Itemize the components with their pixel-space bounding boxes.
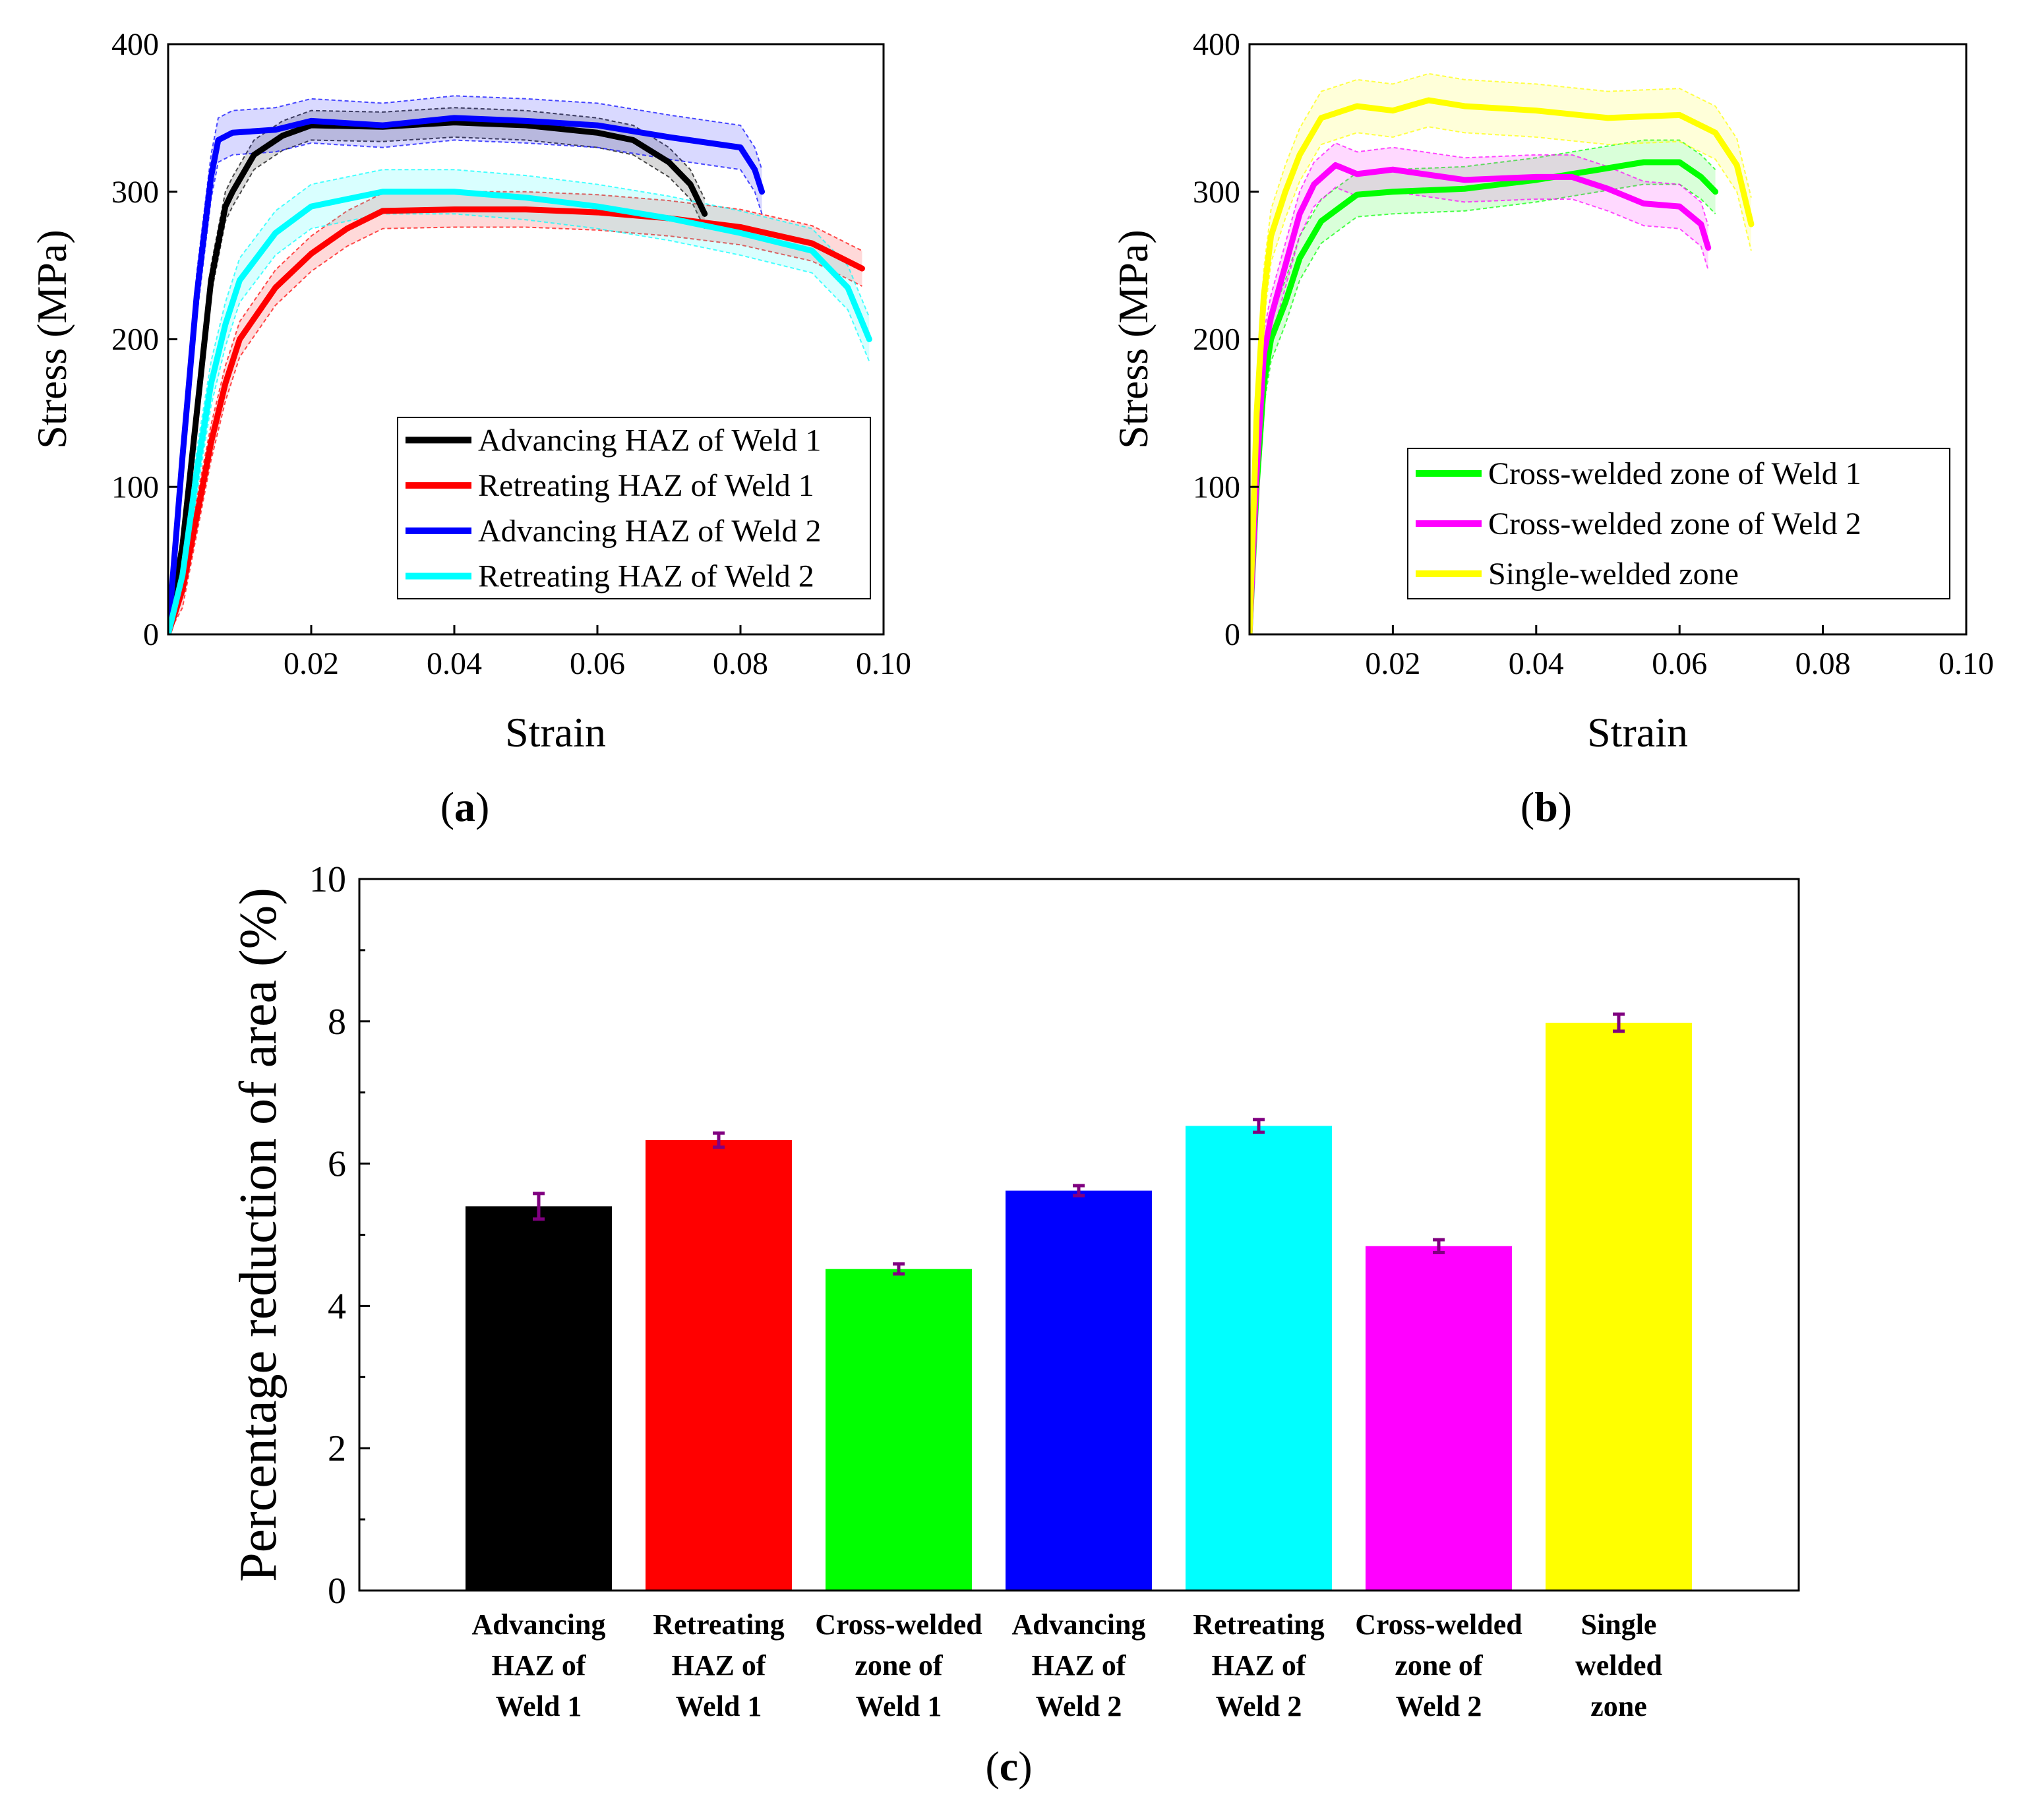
b-legend-label-0: Cross-welded zone of Weld 1 [1488,456,1861,491]
b-ytick-label-3: 300 [1193,175,1240,210]
a-xtick-label-1: 0.04 [427,646,482,681]
category-label-5-line-1: zone of [1395,1649,1484,1682]
a-legend-label-2: Advancing HAZ of Weld 2 [478,514,821,549]
b-xtick-label-4: 0.10 [1939,646,1994,681]
b-xtick-label-3: 0.08 [1795,646,1851,681]
category-label-6-line-2: zone [1590,1690,1647,1722]
c-ytick-label-4: 8 [328,1002,346,1043]
category-label-1-line-2: Weld 1 [676,1690,762,1722]
a-series-3-upper-bound [168,169,870,613]
b-ytick-label-1: 100 [1193,470,1240,504]
bar-1 [646,1139,792,1591]
category-label-5-line-0: Cross-welded [1355,1608,1522,1641]
b-series-2-lower-bound [1249,126,1752,634]
a-series-2-line [168,115,766,634]
b-series-1-band [1249,142,1708,634]
panel-a-label: (a) [440,783,490,830]
a-xtick-label-0: 0.02 [284,646,339,681]
a-legend-label-3: Retreating HAZ of Weld 2 [478,559,814,594]
a-legend-label-0: Advancing HAZ of Weld 1 [478,423,821,458]
category-label-4-line-2: Weld 2 [1216,1690,1302,1722]
category-label-0-line-2: Weld 1 [496,1690,582,1722]
a-ytick-label-0: 0 [143,617,159,652]
a-x-axis-title: Strain [505,709,606,756]
c-ytick-label-5: 10 [309,859,346,900]
b-legend-box [1407,448,1950,599]
a-ytick-label-4: 400 [111,27,159,62]
b-series-1-upper-bound [1249,142,1709,613]
a-series-3-line [168,189,872,634]
panel-b-label: (b) [1520,783,1572,830]
b-ytick-label-0: 0 [1224,617,1240,652]
c-ytick-label-0: 0 [328,1571,346,1612]
c-ytick-label-3: 6 [328,1144,346,1185]
a-legend: Advancing HAZ of Weld 1 Retreating HAZ of… [397,417,871,599]
category-label-2-line-2: Weld 1 [856,1690,942,1722]
b-series-1-lower-bound [1249,186,1709,634]
a-ytick-label-2: 200 [111,322,159,357]
b-legend: Cross-welded zone of Weld 1 Cross-welded … [1407,448,1950,599]
a-series-2-upper-bound [168,95,763,613]
b-xtick-label-0: 0.02 [1365,646,1420,681]
panel-a: 0 100 200 300 400 0.02 0.04 0.06 0.08 0.10 Strain S… [28,27,911,756]
category-label-5-line-2: Weld 2 [1396,1690,1482,1722]
a-ytick-label-3: 300 [111,175,159,210]
a-xtick-label-3: 0.08 [713,646,768,681]
b-legend-label-1: Cross-welded zone of Weld 2 [1488,506,1861,541]
panel-c: Advancing HAZ of Weld 1 Retreating HAZ of Wel… [229,859,1800,1722]
category-label-4-line-1: HAZ of [1212,1649,1307,1682]
category-label-0-line-0: Advancing [472,1608,606,1641]
a-ytick-label-1: 100 [111,470,159,504]
a-series-1-upper-bound [168,191,862,617]
panel-b: 0 100 200 300 400 0.02 0.04 0.06 0.08 0.10 Strain S… [1110,27,1994,756]
category-label-2-line-1: zone of [855,1649,944,1682]
category-label-3-line-0: Advancing [1012,1608,1146,1641]
a-series-0-line [168,119,708,634]
category-label-0-line-1: HAZ of [492,1649,587,1682]
a-xtick-label-4: 0.10 [856,646,911,681]
category-label-2-line-0: Cross-welded [815,1608,982,1641]
b-legend-label-2: Single-welded zone [1488,557,1739,592]
category-label-6-line-1: welded [1575,1649,1662,1682]
bar-3 [1006,1190,1152,1591]
category-label-3-line-2: Weld 2 [1036,1690,1122,1722]
c-ytick-label-1: 2 [328,1428,346,1469]
b-series-0-lower-bound [1249,183,1716,634]
category-label-6-line-0: Single [1581,1608,1657,1641]
a-series-0-band [168,107,705,634]
b-series-2-line [1249,97,1755,634]
b-xtick-label-1: 0.04 [1509,646,1564,681]
b-plot-area [1249,73,1755,634]
b-y-axis-title: Stress (MPa) [1110,229,1157,448]
bar-4 [1186,1126,1332,1591]
a-series-2-band [168,96,762,634]
a-plot-area [168,95,872,634]
b-ytick-label-4: 400 [1193,27,1240,62]
c-ytick-label-2: 4 [328,1286,346,1327]
b-series-2-upper-bound [1249,73,1752,608]
bar-0 [466,1206,612,1591]
category-label-1-line-1: HAZ of [672,1649,767,1682]
a-xtick-label-2: 0.06 [570,646,625,681]
bar-2 [826,1269,972,1591]
a-legend-box [397,417,871,599]
c-y-axis-title: Percentage reduction of area (%) [229,888,287,1582]
bar-6 [1546,1022,1692,1591]
panel-c-label: (c) [985,1743,1032,1790]
category-label-3-line-1: HAZ of [1032,1649,1127,1682]
a-series-1-lower-bound [168,226,862,634]
category-label-1-line-0: Retreating [653,1608,785,1641]
b-series-0-line [1249,159,1719,634]
b-xtick-label-2: 0.06 [1652,646,1707,681]
category-label-4-line-0: Retreating [1193,1608,1325,1641]
bar-5 [1366,1246,1512,1591]
b-ytick-label-2: 200 [1193,322,1240,357]
a-legend-label-1: Retreating HAZ of Weld 1 [478,468,814,503]
b-series-1-line [1249,162,1712,634]
b-x-axis-title: Strain [1587,709,1688,756]
a-y-axis-title: Stress (MPa) [28,229,75,448]
